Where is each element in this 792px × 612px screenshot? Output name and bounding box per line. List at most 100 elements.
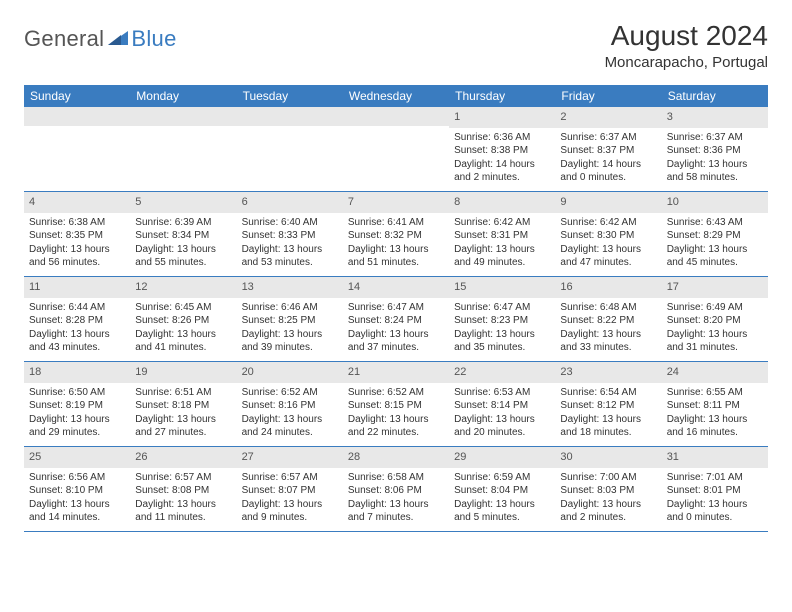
day-cell: 1Sunrise: 6:36 AMSunset: 8:38 PMDaylight…	[449, 107, 555, 191]
day-cell: 22Sunrise: 6:53 AMSunset: 8:14 PMDayligh…	[449, 362, 555, 446]
daylight-text: Daylight: 13 hours and 9 minutes.	[242, 498, 338, 525]
day-cell: 10Sunrise: 6:43 AMSunset: 8:29 PMDayligh…	[662, 192, 768, 276]
weekday-header: Sunday	[24, 85, 130, 107]
day-cell: 16Sunrise: 6:48 AMSunset: 8:22 PMDayligh…	[555, 277, 661, 361]
day-body: Sunrise: 6:41 AMSunset: 8:32 PMDaylight:…	[343, 215, 449, 274]
day-body: Sunrise: 6:39 AMSunset: 8:34 PMDaylight:…	[130, 215, 236, 274]
day-number: 3	[662, 107, 768, 128]
day-number: 6	[237, 192, 343, 213]
day-number: 15	[449, 277, 555, 298]
daylight-text: Daylight: 13 hours and 20 minutes.	[454, 413, 550, 440]
day-number: 20	[237, 362, 343, 383]
day-body: Sunrise: 6:50 AMSunset: 8:19 PMDaylight:…	[24, 385, 130, 444]
sunset-text: Sunset: 8:38 PM	[454, 144, 550, 158]
day-body: Sunrise: 6:58 AMSunset: 8:06 PMDaylight:…	[343, 470, 449, 529]
sunrise-text: Sunrise: 6:37 AM	[560, 131, 656, 145]
day-body: Sunrise: 6:37 AMSunset: 8:36 PMDaylight:…	[662, 130, 768, 189]
day-body: Sunrise: 6:43 AMSunset: 8:29 PMDaylight:…	[662, 215, 768, 274]
day-number: 18	[24, 362, 130, 383]
sunrise-text: Sunrise: 6:56 AM	[29, 471, 125, 485]
daylight-text: Daylight: 13 hours and 43 minutes.	[29, 328, 125, 355]
sunrise-text: Sunrise: 6:49 AM	[667, 301, 763, 315]
sunset-text: Sunset: 8:20 PM	[667, 314, 763, 328]
sunset-text: Sunset: 8:14 PM	[454, 399, 550, 413]
daylight-text: Daylight: 13 hours and 5 minutes.	[454, 498, 550, 525]
day-body: Sunrise: 6:51 AMSunset: 8:18 PMDaylight:…	[130, 385, 236, 444]
daylight-text: Daylight: 14 hours and 2 minutes.	[454, 158, 550, 185]
daylight-text: Daylight: 13 hours and 18 minutes.	[560, 413, 656, 440]
daylight-text: Daylight: 13 hours and 47 minutes.	[560, 243, 656, 270]
sunset-text: Sunset: 8:34 PM	[135, 229, 231, 243]
day-number: 11	[24, 277, 130, 298]
day-body: Sunrise: 6:52 AMSunset: 8:16 PMDaylight:…	[237, 385, 343, 444]
daylight-text: Daylight: 13 hours and 39 minutes.	[242, 328, 338, 355]
day-cell: 23Sunrise: 6:54 AMSunset: 8:12 PMDayligh…	[555, 362, 661, 446]
weekday-header: Friday	[555, 85, 661, 107]
sunrise-text: Sunrise: 7:01 AM	[667, 471, 763, 485]
sunrise-text: Sunrise: 6:58 AM	[348, 471, 444, 485]
day-number: 1	[449, 107, 555, 128]
day-number: 2	[555, 107, 661, 128]
daylight-text: Daylight: 13 hours and 41 minutes.	[135, 328, 231, 355]
day-number: 9	[555, 192, 661, 213]
day-body: Sunrise: 6:49 AMSunset: 8:20 PMDaylight:…	[662, 300, 768, 359]
day-cell: 11Sunrise: 6:44 AMSunset: 8:28 PMDayligh…	[24, 277, 130, 361]
day-body: Sunrise: 6:36 AMSunset: 8:38 PMDaylight:…	[449, 130, 555, 189]
sunset-text: Sunset: 8:25 PM	[242, 314, 338, 328]
day-body: Sunrise: 6:38 AMSunset: 8:35 PMDaylight:…	[24, 215, 130, 274]
day-number: 28	[343, 447, 449, 468]
day-number	[343, 107, 449, 126]
sunset-text: Sunset: 8:04 PM	[454, 484, 550, 498]
sunrise-text: Sunrise: 6:50 AM	[29, 386, 125, 400]
daylight-text: Daylight: 13 hours and 24 minutes.	[242, 413, 338, 440]
day-number: 29	[449, 447, 555, 468]
sunrise-text: Sunrise: 6:53 AM	[454, 386, 550, 400]
sunrise-text: Sunrise: 6:48 AM	[560, 301, 656, 315]
daylight-text: Daylight: 13 hours and 7 minutes.	[348, 498, 444, 525]
weekday-header: Saturday	[662, 85, 768, 107]
daylight-text: Daylight: 13 hours and 58 minutes.	[667, 158, 763, 185]
sunset-text: Sunset: 8:33 PM	[242, 229, 338, 243]
day-cell: 12Sunrise: 6:45 AMSunset: 8:26 PMDayligh…	[130, 277, 236, 361]
day-number: 12	[130, 277, 236, 298]
daylight-text: Daylight: 13 hours and 16 minutes.	[667, 413, 763, 440]
day-body: Sunrise: 6:42 AMSunset: 8:30 PMDaylight:…	[555, 215, 661, 274]
sunset-text: Sunset: 8:12 PM	[560, 399, 656, 413]
sunset-text: Sunset: 8:11 PM	[667, 399, 763, 413]
sunrise-text: Sunrise: 6:45 AM	[135, 301, 231, 315]
sunrise-text: Sunrise: 6:52 AM	[242, 386, 338, 400]
day-cell: 15Sunrise: 6:47 AMSunset: 8:23 PMDayligh…	[449, 277, 555, 361]
day-number: 16	[555, 277, 661, 298]
day-number	[237, 107, 343, 126]
daylight-text: Daylight: 13 hours and 2 minutes.	[560, 498, 656, 525]
sunset-text: Sunset: 8:22 PM	[560, 314, 656, 328]
day-cell: 28Sunrise: 6:58 AMSunset: 8:06 PMDayligh…	[343, 447, 449, 531]
sunrise-text: Sunrise: 6:57 AM	[242, 471, 338, 485]
sunset-text: Sunset: 8:15 PM	[348, 399, 444, 413]
sunset-text: Sunset: 8:01 PM	[667, 484, 763, 498]
day-cell	[24, 107, 130, 191]
day-number: 26	[130, 447, 236, 468]
day-number: 5	[130, 192, 236, 213]
week-row: 18Sunrise: 6:50 AMSunset: 8:19 PMDayligh…	[24, 362, 768, 447]
sunrise-text: Sunrise: 6:55 AM	[667, 386, 763, 400]
day-cell: 25Sunrise: 6:56 AMSunset: 8:10 PMDayligh…	[24, 447, 130, 531]
day-body: Sunrise: 6:54 AMSunset: 8:12 PMDaylight:…	[555, 385, 661, 444]
day-cell: 5Sunrise: 6:39 AMSunset: 8:34 PMDaylight…	[130, 192, 236, 276]
day-body: Sunrise: 6:45 AMSunset: 8:26 PMDaylight:…	[130, 300, 236, 359]
daylight-text: Daylight: 13 hours and 53 minutes.	[242, 243, 338, 270]
sunrise-text: Sunrise: 6:47 AM	[454, 301, 550, 315]
day-number: 13	[237, 277, 343, 298]
week-row: 1Sunrise: 6:36 AMSunset: 8:38 PMDaylight…	[24, 107, 768, 192]
day-cell: 26Sunrise: 6:57 AMSunset: 8:08 PMDayligh…	[130, 447, 236, 531]
logo-triangle-icon	[108, 29, 128, 50]
day-cell: 20Sunrise: 6:52 AMSunset: 8:16 PMDayligh…	[237, 362, 343, 446]
daylight-text: Daylight: 13 hours and 35 minutes.	[454, 328, 550, 355]
week-row: 25Sunrise: 6:56 AMSunset: 8:10 PMDayligh…	[24, 447, 768, 532]
weekday-header: Monday	[130, 85, 236, 107]
weekday-header: Wednesday	[343, 85, 449, 107]
sunset-text: Sunset: 8:32 PM	[348, 229, 444, 243]
sunrise-text: Sunrise: 6:39 AM	[135, 216, 231, 230]
day-number: 17	[662, 277, 768, 298]
weeks-container: 1Sunrise: 6:36 AMSunset: 8:38 PMDaylight…	[24, 107, 768, 532]
